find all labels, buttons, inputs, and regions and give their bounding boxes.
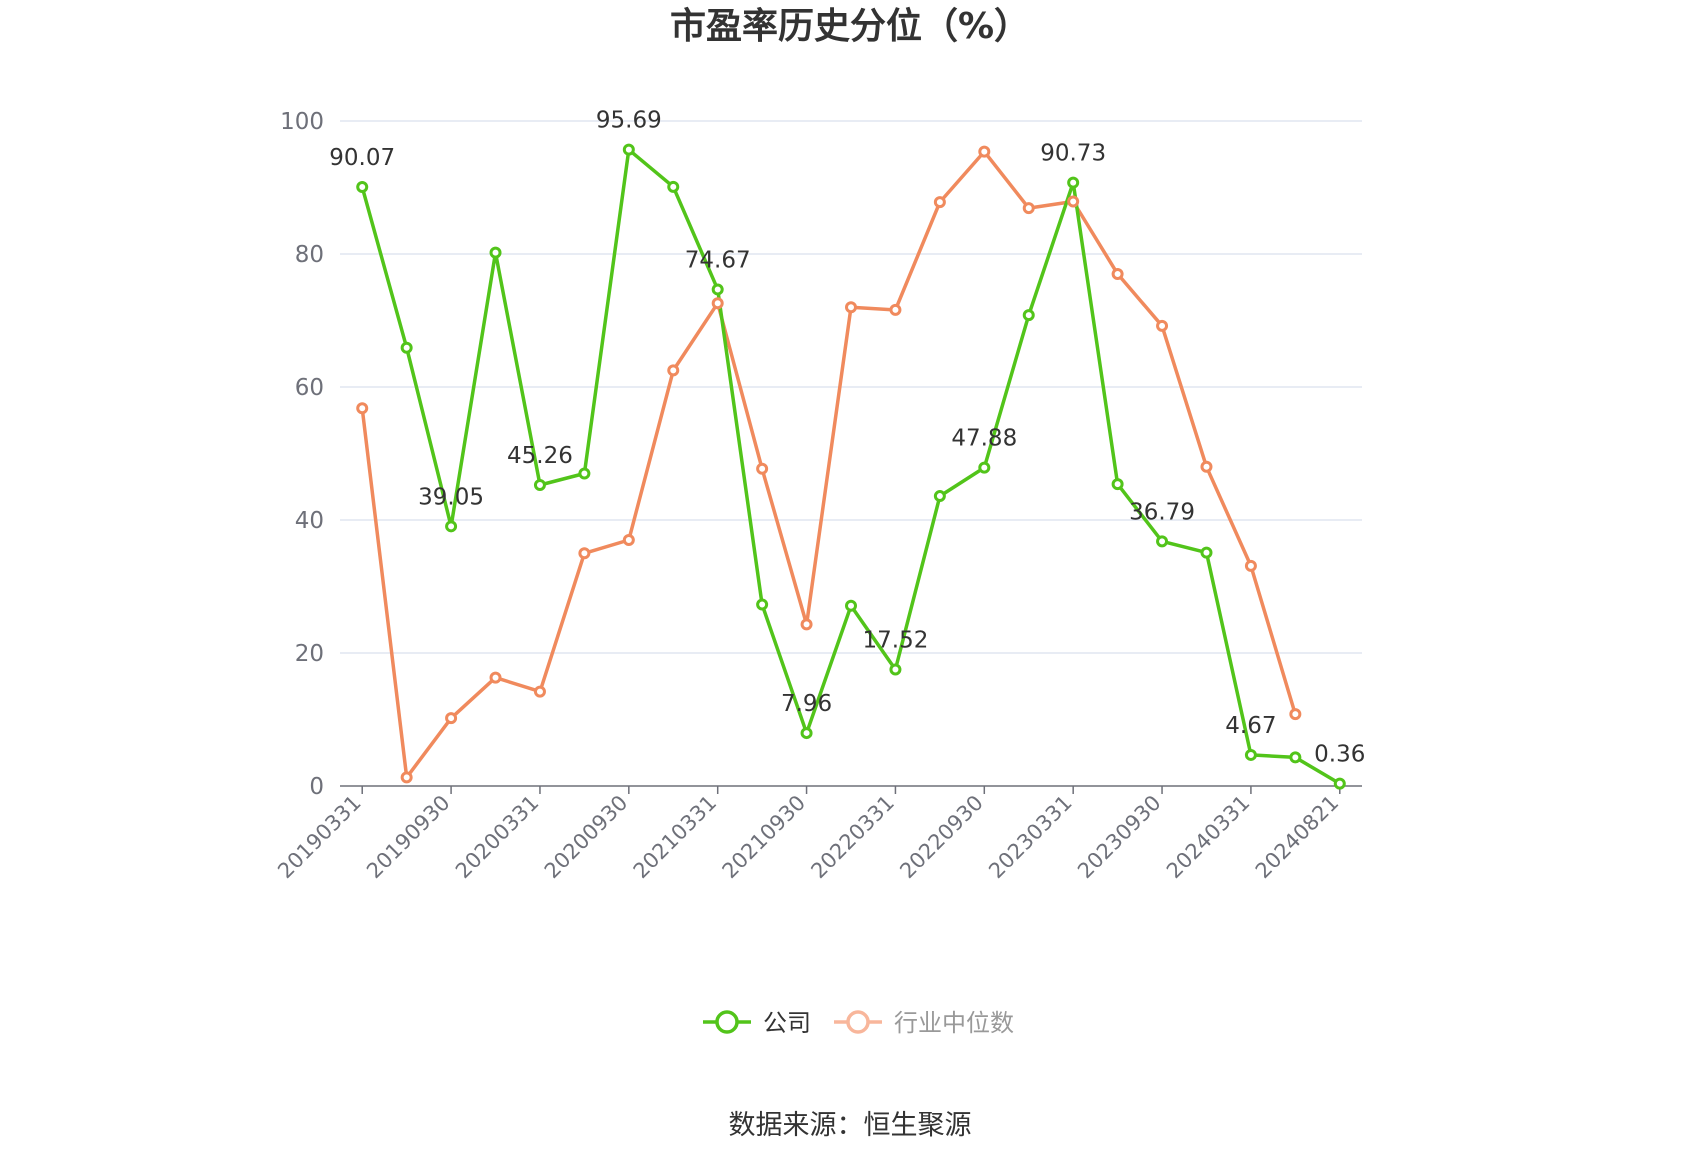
data-point bbox=[933, 196, 946, 209]
data-point bbox=[711, 297, 724, 310]
data-point bbox=[533, 479, 546, 492]
data-label: 7.96 bbox=[781, 691, 832, 717]
data-point bbox=[1022, 309, 1035, 322]
x-tick-label: 20210930 bbox=[718, 791, 811, 884]
data-point bbox=[489, 671, 502, 684]
x-tick-label: 20230331 bbox=[984, 791, 1077, 884]
data-point bbox=[533, 685, 546, 698]
data-point bbox=[400, 341, 413, 354]
x-tick-label: 20220930 bbox=[895, 791, 988, 884]
data-point bbox=[1200, 546, 1213, 559]
data-point bbox=[1111, 478, 1124, 491]
series-line bbox=[360, 149, 1297, 780]
x-tick-label: 20230930 bbox=[1073, 791, 1166, 884]
data-point bbox=[578, 547, 591, 560]
data-point bbox=[489, 246, 502, 259]
x-tick-label: 20200930 bbox=[540, 791, 633, 884]
data-point bbox=[445, 520, 458, 533]
y-tick-label: 0 bbox=[309, 774, 324, 800]
data-labels: 90.07 39.05 45.26 95.69 74.67 7.96 17.52 47.88 9… bbox=[329, 108, 1365, 768]
data-point bbox=[1022, 202, 1035, 215]
data-point bbox=[356, 181, 369, 194]
data-label: 0.36 bbox=[1314, 742, 1365, 768]
data-label: 36.79 bbox=[1129, 499, 1195, 525]
x-tick-label: 20200331 bbox=[451, 791, 544, 884]
series-points bbox=[356, 143, 1346, 790]
data-point bbox=[800, 618, 813, 631]
data-point bbox=[711, 283, 724, 296]
data-point bbox=[889, 663, 902, 676]
data-point bbox=[756, 462, 769, 475]
x-tick-label: 20240821 bbox=[1251, 791, 1344, 884]
data-label: 90.73 bbox=[1040, 141, 1106, 167]
source-text: 数据来源：恒生聚源 bbox=[729, 1110, 972, 1141]
data-point bbox=[933, 490, 946, 503]
y-tick-label: 80 bbox=[295, 242, 324, 268]
data-point bbox=[622, 143, 635, 156]
data-label: 4.67 bbox=[1225, 713, 1276, 739]
x-tick-label: 20190331 bbox=[273, 791, 366, 884]
data-label: 47.88 bbox=[951, 426, 1017, 452]
data-point bbox=[356, 402, 369, 415]
data-point bbox=[1244, 559, 1257, 572]
x-tick-label: 20220331 bbox=[806, 791, 899, 884]
data-point bbox=[1244, 748, 1257, 761]
x-axis: 2019033120190930202003312020093020210331… bbox=[273, 785, 1362, 884]
data-point bbox=[1156, 535, 1169, 548]
x-tick-label: 20210331 bbox=[629, 791, 722, 884]
data-point bbox=[845, 301, 857, 314]
data-point bbox=[445, 712, 458, 725]
data-point bbox=[1200, 460, 1213, 473]
legend-marker bbox=[715, 1010, 739, 1034]
data-point bbox=[978, 145, 991, 158]
y-tick-label: 20 bbox=[295, 641, 324, 667]
data-point bbox=[978, 461, 991, 474]
data-point bbox=[1067, 195, 1080, 208]
legend-marker bbox=[846, 1010, 870, 1034]
data-point bbox=[889, 303, 902, 316]
data-label: 17.52 bbox=[863, 627, 929, 653]
data-label: 39.05 bbox=[418, 484, 484, 510]
data-point bbox=[845, 599, 857, 612]
legend-label: 公司 bbox=[763, 1009, 811, 1037]
data-point bbox=[1333, 777, 1346, 790]
data-label: 90.07 bbox=[329, 145, 395, 171]
x-tick-label: 20190930 bbox=[362, 791, 455, 884]
data-point bbox=[1067, 176, 1080, 189]
grid-lines bbox=[340, 120, 1362, 654]
legend: 公司 行业中位数 bbox=[703, 1009, 1014, 1037]
data-point bbox=[667, 180, 680, 193]
chart-title: 市盈率历史分位（%） bbox=[670, 6, 1030, 47]
data-point bbox=[622, 533, 635, 546]
y-tick-label: 40 bbox=[295, 508, 324, 534]
y-tick-label: 100 bbox=[280, 109, 324, 135]
data-label: 45.26 bbox=[507, 443, 573, 469]
data-point bbox=[667, 364, 680, 377]
legend-label: 行业中位数 bbox=[894, 1009, 1014, 1037]
data-label: 74.67 bbox=[685, 247, 751, 273]
x-tick-label: 20240331 bbox=[1162, 791, 1255, 884]
data-point bbox=[1111, 267, 1124, 280]
data-point bbox=[578, 467, 591, 480]
data-label: 95.69 bbox=[596, 108, 662, 134]
y-tick-label: 60 bbox=[295, 375, 324, 401]
data-point bbox=[1156, 319, 1169, 332]
data-point bbox=[1289, 708, 1302, 721]
data-point bbox=[400, 771, 413, 784]
data-point bbox=[756, 598, 769, 611]
y-axis-ticks: 0 20 40 60 80 100 bbox=[280, 109, 324, 800]
data-point bbox=[1289, 751, 1302, 764]
data-point bbox=[800, 727, 813, 740]
